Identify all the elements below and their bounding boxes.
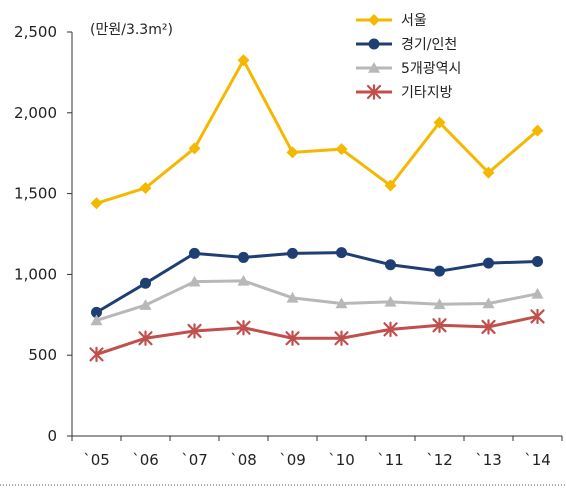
legend-label: 서울 <box>401 13 427 29</box>
y-tick-label: 2,500 <box>14 23 57 41</box>
data-point <box>335 143 348 156</box>
y-tick-label: 500 <box>28 346 57 364</box>
legend-marker <box>368 14 380 26</box>
data-point <box>482 297 495 309</box>
data-point <box>140 277 151 289</box>
data-point <box>335 297 348 309</box>
x-tick-label: `11 <box>377 451 404 469</box>
data-point <box>237 54 250 67</box>
legend-item: 경기/인천 <box>356 37 457 53</box>
data-point <box>139 181 152 194</box>
data-point <box>91 306 102 318</box>
series-1 <box>90 54 544 210</box>
data-point <box>481 319 496 335</box>
series-3 <box>90 274 544 326</box>
unit-label: (만원/3.3m²) <box>90 22 173 38</box>
data-point <box>138 330 153 346</box>
data-point <box>89 346 104 363</box>
data-point <box>385 259 396 271</box>
legend-label: 기타지방 <box>401 85 453 101</box>
data-point <box>237 274 250 286</box>
x-tick-label: `06 <box>132 451 159 469</box>
data-point <box>90 314 103 326</box>
data-point <box>483 257 494 269</box>
legend-marker <box>368 62 380 73</box>
data-point <box>433 298 446 310</box>
chart-axes <box>71 32 562 437</box>
y-tick-label: 2,000 <box>14 104 57 122</box>
series-layer <box>89 54 545 363</box>
series-4 <box>89 308 545 363</box>
data-point <box>139 299 152 310</box>
data-point <box>336 247 347 259</box>
data-point <box>383 321 398 338</box>
legend-marker <box>366 84 382 100</box>
data-point <box>287 247 298 259</box>
legend-label: 경기/인천 <box>401 37 457 53</box>
data-point <box>334 330 349 346</box>
data-point <box>531 124 544 137</box>
data-point <box>286 291 299 303</box>
legend-item: 5개광역시 <box>356 61 461 77</box>
series-line <box>95 251 538 314</box>
series-line <box>96 58 539 205</box>
data-point <box>434 265 445 277</box>
legend-item: 기타지방 <box>356 84 453 101</box>
data-point <box>384 295 397 307</box>
y-tick-label: 1,000 <box>14 265 57 283</box>
data-point <box>90 197 103 210</box>
data-point <box>530 308 545 325</box>
data-point <box>432 317 447 334</box>
x-axis-ticks: `05 `06 `07 `08 `09 `10 `11 `12 `13 `14 <box>71 436 563 469</box>
data-point <box>384 179 397 192</box>
x-tick-label: `12 <box>426 451 453 469</box>
x-tick-label: `13 <box>475 451 502 469</box>
data-point <box>188 142 201 155</box>
data-point <box>531 287 544 299</box>
x-tick-label: `08 <box>230 451 257 469</box>
data-point <box>433 116 446 129</box>
data-point <box>285 330 300 346</box>
legend-label: 5개광역시 <box>401 61 461 77</box>
series-2 <box>91 247 543 318</box>
data-point <box>532 255 543 267</box>
data-point <box>238 251 249 263</box>
x-tick-label: `14 <box>524 451 551 469</box>
data-point <box>236 320 251 336</box>
y-axis-ticks: 0 500 1,000 1,500 2,000 2,500 <box>14 23 72 445</box>
series-line <box>96 279 538 322</box>
legend-item: 서울 <box>356 13 427 29</box>
x-tick-label: `07 <box>181 451 208 469</box>
y-tick-label: 0 <box>47 427 57 445</box>
x-tick-label: `10 <box>328 451 355 469</box>
series-line <box>96 314 538 356</box>
data-point <box>188 275 201 287</box>
x-tick-label: `09 <box>279 451 306 469</box>
data-point <box>187 323 202 339</box>
data-point <box>482 166 495 179</box>
data-point <box>189 247 200 259</box>
data-point <box>286 146 299 159</box>
y-tick-label: 1,500 <box>14 185 57 203</box>
x-tick-label: `05 <box>83 451 110 469</box>
legend-marker <box>368 38 380 50</box>
